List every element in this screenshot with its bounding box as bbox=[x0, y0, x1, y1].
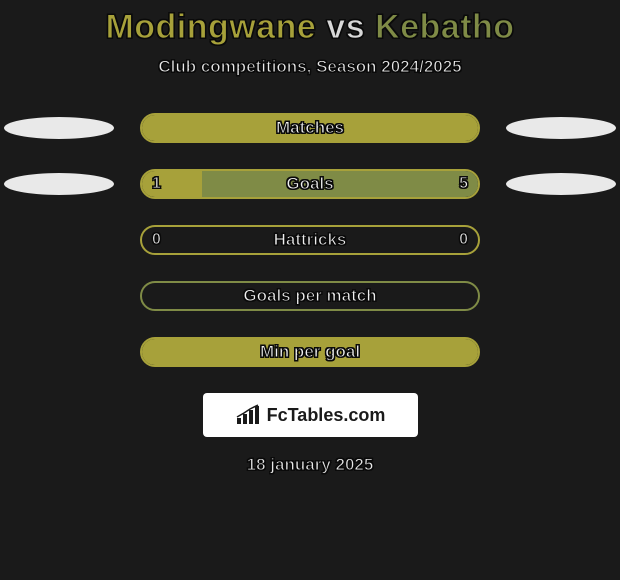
stat-label: Matches bbox=[276, 118, 344, 138]
stat-row: Goals per match bbox=[0, 281, 620, 311]
stat-row: 1 5 Goals bbox=[0, 169, 620, 199]
stat-bar: Min per goal bbox=[140, 337, 480, 367]
logo-box: FcTables.com bbox=[203, 393, 418, 437]
title-player2: Kebatho bbox=[375, 8, 515, 46]
stat-label: Hattricks bbox=[274, 230, 347, 250]
stat-row: 0 0 Hattricks bbox=[0, 225, 620, 255]
title-vs: vs bbox=[326, 8, 365, 46]
stat-row: Matches bbox=[0, 113, 620, 143]
stat-bar: Matches bbox=[140, 113, 480, 143]
subtitle: Club competitions, Season 2024/2025 bbox=[158, 57, 461, 77]
stat-value-player1: 1 bbox=[152, 175, 161, 193]
stat-bar: 1 5 Goals bbox=[140, 169, 480, 199]
value-ellipse-right bbox=[506, 117, 616, 139]
value-ellipse-right bbox=[506, 173, 616, 195]
stat-value-player1: 0 bbox=[152, 231, 161, 249]
page-title: Modingwane vs Kebatho bbox=[105, 8, 514, 47]
date-label: 18 january 2025 bbox=[247, 455, 374, 475]
comparison-card: Modingwane vs Kebatho Club competitions,… bbox=[0, 0, 620, 475]
logo-text: FcTables.com bbox=[267, 405, 386, 426]
bar-fill-player2 bbox=[202, 171, 478, 197]
stat-label: Goals bbox=[286, 174, 333, 194]
stat-label: Goals per match bbox=[243, 286, 376, 306]
stats-rows: Matches 1 5 Goals 0 0 Hattricks Goals per match… bbox=[0, 113, 620, 367]
value-ellipse-left bbox=[4, 173, 114, 195]
stat-bar: Goals per match bbox=[140, 281, 480, 311]
stat-label: Min per goal bbox=[260, 342, 360, 362]
value-ellipse-left bbox=[4, 117, 114, 139]
stat-value-player2: 5 bbox=[459, 175, 468, 193]
stat-row: Min per goal bbox=[0, 337, 620, 367]
stat-bar: 0 0 Hattricks bbox=[140, 225, 480, 255]
chart-icon bbox=[235, 404, 261, 426]
stat-value-player2: 0 bbox=[459, 231, 468, 249]
title-player1: Modingwane bbox=[105, 8, 316, 46]
